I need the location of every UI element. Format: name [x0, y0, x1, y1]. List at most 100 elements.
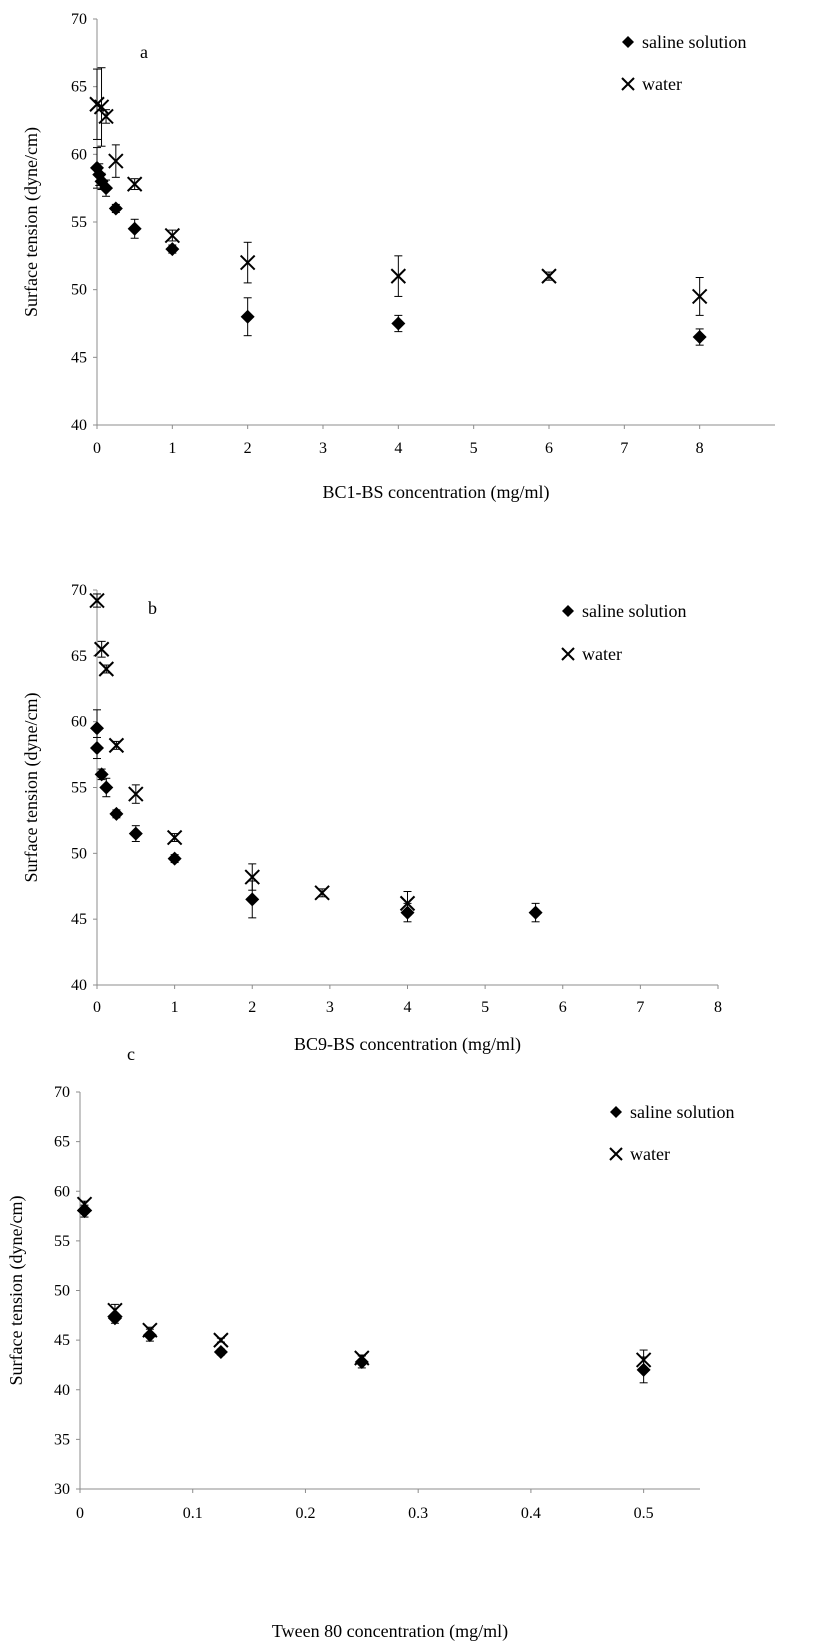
data-point-water — [89, 592, 105, 609]
x-tick-label: 0 — [76, 1505, 84, 1522]
y-tick-label: 65 — [71, 79, 87, 96]
data-point-water-stroke-2 — [128, 786, 144, 802]
data-point-saline — [245, 892, 260, 907]
x-tick-label: 6 — [559, 999, 567, 1016]
x-tick-label: 3 — [319, 440, 327, 457]
data-point-saline — [391, 316, 406, 331]
data-point-saline — [90, 741, 104, 755]
y-tick-label: 50 — [71, 282, 87, 299]
x-tick-label: 2 — [244, 440, 252, 457]
legend-marker-saline — [562, 605, 574, 617]
series-x — [89, 592, 416, 916]
series-x — [89, 67, 708, 316]
x-tick-label: 0.5 — [634, 1505, 654, 1522]
y-tick-label: 35 — [54, 1431, 70, 1448]
data-point-water-stroke-2 — [142, 1322, 158, 1338]
data-point-saline — [128, 826, 143, 841]
data-point-water-stroke-2 — [541, 268, 557, 284]
data-point-water — [128, 786, 144, 802]
data-point-saline — [165, 242, 180, 257]
data-point-saline — [127, 221, 142, 236]
data-point-saline — [142, 1328, 157, 1343]
data-point-water — [76, 1196, 93, 1212]
x-tick-label: 5 — [481, 999, 489, 1016]
data-point-water — [314, 885, 330, 901]
x-tick-label: 4 — [394, 440, 402, 457]
y-tick-label: 70 — [54, 1084, 70, 1101]
y-tick-label: 60 — [71, 146, 87, 163]
legend-marker-stroke — [609, 1147, 623, 1161]
y-axis-label: Surface tension (dyne/cm) — [21, 127, 42, 317]
x-tick-label: 5 — [470, 440, 478, 457]
x-tick-label: 4 — [404, 999, 412, 1016]
data-point-water-stroke-2 — [354, 1350, 370, 1366]
x-tick-label: 0.4 — [521, 1505, 541, 1522]
data-point-saline — [213, 1345, 228, 1360]
data-point-water-stroke-2 — [390, 268, 407, 284]
legend-label: saline solution — [630, 1102, 735, 1122]
legend-label: water — [630, 1144, 670, 1164]
legend-marker-saline — [622, 36, 634, 48]
data-point-water-stroke-2 — [166, 829, 183, 846]
y-tick-label: 40 — [54, 1382, 70, 1399]
data-point-water-stroke-2 — [98, 661, 115, 677]
panel-letter: b — [148, 598, 157, 618]
x-tick-label: 2 — [248, 999, 256, 1016]
data-point-water — [164, 227, 181, 244]
y-tick-label: 40 — [71, 417, 87, 434]
data-point-water-stroke-2 — [107, 1302, 123, 1319]
data-point-water-stroke-2 — [239, 254, 256, 271]
data-point-water-stroke-2 — [98, 108, 114, 125]
x-tick-label: 0.3 — [408, 1505, 428, 1522]
data-point-water-stroke-2 — [213, 1332, 229, 1348]
data-point-water — [691, 288, 708, 305]
y-axis-label: Surface tension (dyne/cm) — [21, 693, 42, 883]
x-axis-label: BC9-BS concentration (mg/ml) — [294, 1034, 521, 1055]
y-tick-label: 60 — [54, 1183, 70, 1200]
legend-marker-stroke — [621, 77, 635, 91]
data-point-saline — [692, 330, 707, 345]
y-tick-label: 55 — [71, 214, 87, 231]
data-point-water-stroke-2 — [108, 153, 124, 169]
y-tick-label: 30 — [54, 1481, 70, 1498]
data-point-water — [239, 254, 256, 271]
data-point-water — [93, 641, 110, 657]
data-point-water-stroke-2 — [164, 227, 181, 244]
x-tick-label: 8 — [714, 999, 722, 1016]
y-tick-label: 70 — [71, 11, 87, 28]
data-point-water-stroke-2 — [126, 176, 143, 192]
data-point-water-stroke-2 — [93, 641, 110, 657]
x-tick-label: 0.1 — [183, 1505, 203, 1522]
y-axis-label: Surface tension (dyne/cm) — [6, 1196, 27, 1386]
x-tick-label: 7 — [636, 999, 644, 1016]
panel-letter: c — [127, 1044, 135, 1064]
legend-label: water — [582, 644, 622, 664]
data-point-water-stroke-2 — [691, 288, 708, 305]
data-point-water-stroke-2 — [89, 592, 105, 609]
data-point-saline — [240, 309, 255, 324]
x-axis-label: Tween 80 concentration (mg/ml) — [272, 1621, 508, 1642]
legend-label: water — [642, 74, 682, 94]
y-tick-label: 45 — [54, 1332, 70, 1349]
y-tick-label: 65 — [54, 1134, 70, 1151]
x-tick-label: 1 — [168, 440, 176, 457]
x-tick-label: 7 — [620, 440, 628, 457]
x-tick-label: 1 — [171, 999, 179, 1016]
data-point-water — [98, 661, 115, 677]
data-point-water-stroke-2 — [93, 99, 110, 115]
data-point-water — [166, 829, 183, 846]
legend-marker-water — [609, 1147, 623, 1161]
chart-panel-c: 0 0.1 0.2 0.3 0.4 0.5 30 35 40 45 50 55 60 65 70 Tween … — [6, 1044, 735, 1642]
y-tick-label: 50 — [71, 845, 87, 862]
data-point-water — [390, 268, 407, 284]
data-point-water — [354, 1350, 370, 1366]
data-point-saline — [99, 780, 114, 795]
x-tick-label: 0 — [93, 440, 101, 457]
data-point-water-stroke-2 — [635, 1352, 652, 1368]
data-point-water-stroke-2 — [399, 895, 416, 912]
y-tick-label: 55 — [54, 1233, 70, 1250]
data-point-water-stroke-2 — [108, 737, 125, 754]
